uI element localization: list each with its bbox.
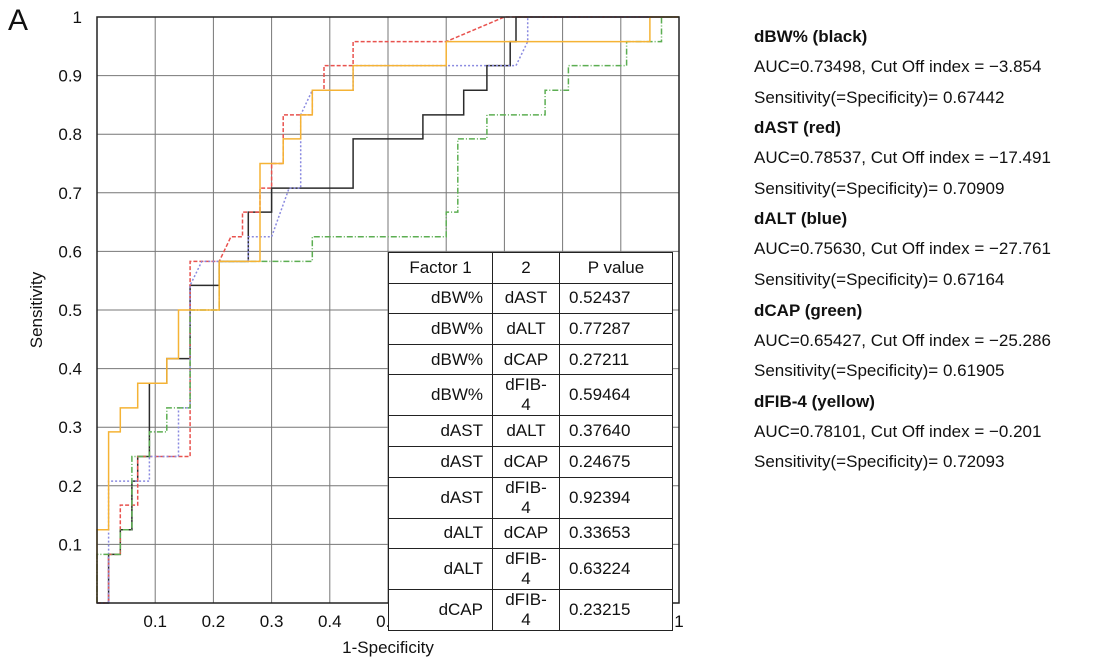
series-line-dast (97, 16, 679, 604)
table-cell: dAST (388, 476, 493, 519)
table-row: dALT dCAP 0.33653 (388, 517, 673, 550)
table-cell: dALT (492, 415, 560, 447)
legend-entry: dCAP (green) AUC=0.65427, Cut Off index =… (754, 296, 1114, 387)
table-cell: dCAP (492, 343, 560, 376)
legend-panel: dBW% (black) AUC=0.73498, Cut Off index =… (754, 22, 1114, 478)
series-line-dfib4 (96, 16, 679, 603)
table-cell: 0.77287 (559, 313, 673, 345)
legend-series-name: dAST (red) (754, 118, 841, 138)
legend-series-name: dALT (blue) (754, 209, 848, 229)
y-tick-label: 0.3 (58, 418, 82, 437)
table-row: dBW% dALT 0.77287 (388, 313, 673, 345)
legend-entry: dAST (red) AUC=0.78537, Cut Off index = −… (754, 113, 1114, 204)
table-cell: 0.24675 (559, 445, 673, 478)
table-row: dCAP dFIB-4 0.23215 (388, 589, 673, 632)
y-tick-label: 0.9 (58, 67, 82, 86)
x-tick-label: 1 (674, 612, 683, 631)
table-cell: dBW% (388, 282, 493, 315)
series-layer (96, 16, 679, 604)
table-row: dBW% dAST 0.52437 (388, 282, 673, 315)
table-cell: dFIB-4 (492, 476, 560, 519)
table-cell: dAST (492, 282, 560, 315)
table-cell: dBW% (388, 313, 493, 345)
x-axis-label: 1-Specificity (342, 638, 434, 657)
table-cell: dALT (388, 548, 493, 591)
y-tick-label: 0.4 (58, 360, 82, 379)
legend-auc-text: AUC=0.75630, Cut Off index = −27.761 (754, 239, 1051, 259)
table-cell: dCAP (492, 517, 560, 550)
table-cell: dALT (492, 313, 560, 345)
table-cell: 0.52437 (559, 282, 673, 315)
legend-entry: dALT (blue) AUC=0.75630, Cut Off index = … (754, 204, 1114, 295)
table-cell: dAST (388, 415, 493, 447)
y-tick-label: 0.1 (58, 535, 82, 554)
table-cell: dCAP (388, 589, 493, 632)
table-row: dAST dCAP 0.24675 (388, 445, 673, 478)
legend-auc-text: AUC=0.65427, Cut Off index = −25.286 (754, 330, 1051, 350)
x-tick-label: 0.2 (202, 612, 226, 631)
legend-auc-text: AUC=0.78537, Cut Off index = −17.491 (754, 148, 1051, 168)
table-cell: 0.37640 (559, 415, 673, 447)
table-row: dBW% dCAP 0.27211 (388, 343, 673, 376)
table-cell: dBW% (388, 343, 493, 376)
legend-sensitivity-text: Sensitivity(=Specificity)= 0.72093 (754, 452, 1005, 472)
table-cell: 0.27211 (559, 343, 673, 376)
legend-series-name: dBW% (black) (754, 27, 868, 46)
series-line-dalt (97, 16, 679, 604)
legend-sensitivity-text: Sensitivity(=Specificity)= 0.70909 (754, 178, 1005, 198)
y-tick-label: 0.2 (58, 477, 82, 496)
legend-series-name: dFIB-4 (yellow) (754, 391, 875, 411)
table-cell: dBW% (388, 374, 493, 417)
legend-auc-text: AUC=0.78101, Cut Off index = −0.201 (754, 421, 1042, 441)
x-tick-label: 0.3 (260, 612, 284, 631)
table-cell: dALT (388, 517, 493, 550)
legend-sensitivity-text: Sensitivity(=Specificity)= 0.61905 (754, 361, 1005, 381)
legend-auc-text: AUC=0.73498, Cut Off index = −3.854 (754, 57, 1042, 76)
table-cell: dFIB-4 (492, 548, 560, 591)
table-header-cell: P value (559, 252, 673, 284)
table-header-cell: Factor 1 (388, 252, 493, 284)
x-tick-label: 0.1 (143, 612, 167, 631)
y-tick-label: 0.5 (58, 301, 82, 320)
y-tick-label: 0.8 (58, 125, 82, 144)
table-row: dALT dFIB-4 0.63224 (388, 548, 673, 591)
table-cell: dFIB-4 (492, 374, 560, 417)
y-tick-label: 0.7 (58, 184, 82, 203)
table-cell: dAST (388, 445, 493, 478)
y-tick-label: 0.6 (58, 242, 82, 261)
table-row: dAST dALT 0.37640 (388, 415, 673, 447)
table-cell: 0.33653 (559, 517, 673, 550)
table-row: dBW% dFIB-4 0.59464 (388, 374, 673, 417)
legend-sensitivity-text: Sensitivity(=Specificity)= 0.67164 (754, 269, 1005, 289)
series-line-dcap (96, 16, 679, 603)
table-cell: 0.92394 (559, 476, 673, 519)
table-row: dAST dFIB-4 0.92394 (388, 476, 673, 519)
legend-sensitivity-text: Sensitivity(=Specificity)= 0.67442 (754, 87, 1005, 107)
table-cell: dFIB-4 (492, 589, 560, 632)
legend-series-name: dCAP (green) (754, 300, 863, 320)
table-header-cell: 2 (492, 252, 560, 284)
x-tick-label: 0.4 (318, 612, 342, 631)
legend-entry: dFIB-4 (yellow) AUC=0.78101, Cut Off inde… (754, 387, 1114, 478)
legend-entry: dBW% (black) AUC=0.73498, Cut Off index =… (754, 22, 1114, 113)
y-axis-label: Sensitivity (27, 271, 46, 348)
table-cell: 0.59464 (559, 374, 673, 417)
panel-label: A (8, 4, 29, 37)
y-tick-label: 1 (73, 8, 82, 27)
table-cell: 0.63224 (559, 548, 673, 591)
table-cell: dCAP (492, 445, 560, 478)
table-cell: 0.23215 (559, 589, 673, 632)
